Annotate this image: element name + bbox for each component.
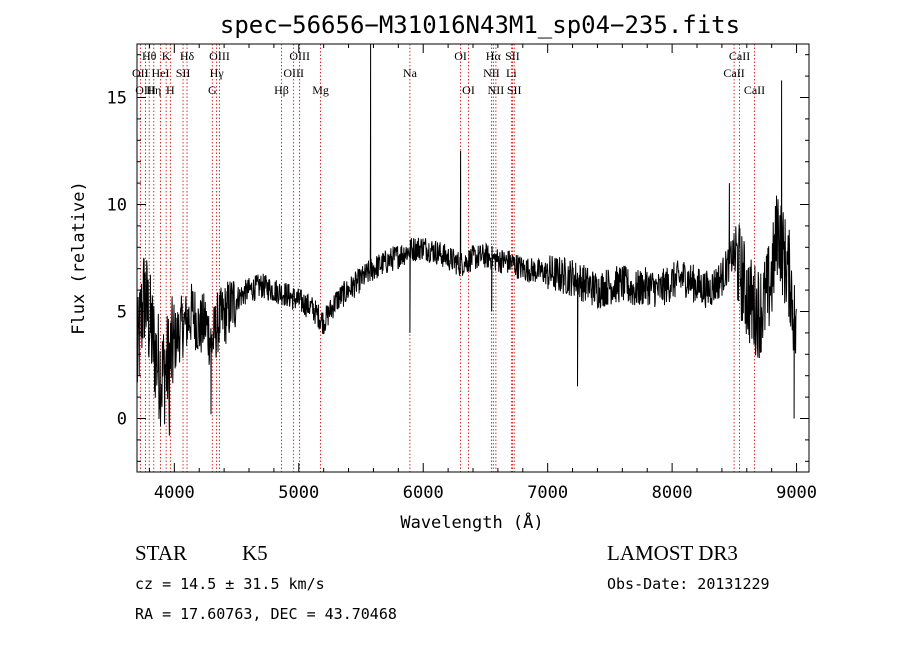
spectral-line-label: OIII [283,66,304,80]
spectral-line-label: CaII [723,66,744,80]
x-axis-label: Wavelength (Å) [400,511,543,533]
spectral-line-label: OI [462,83,475,97]
spectral-line-label: Hγ [210,66,225,80]
y-tick-label: 5 [117,303,127,323]
spectral-line-label: NII [488,83,505,97]
spectrum-line [136,43,797,436]
survey-name: LAMOST DR3 [607,541,738,565]
spectral-line-label: Hα [486,49,502,63]
spectral-line-label: Hθ [142,49,157,63]
spectral-line-label: Hη [146,83,161,97]
coordinates: RA = 17.60763, DEC = 43.70468 [135,605,397,623]
spectral-line-label: Li [506,66,517,80]
spectral-line-label: OIII [135,83,156,97]
redshift-info: cz = 14.5 ± 31.5 km/s [135,575,325,593]
spectral-line-label: CaII [729,49,750,63]
chart-title: spec−56656−M31016N43M1_sp04−235.fits [220,11,740,39]
spectral-line-label: SII [176,66,191,80]
spectral-line-label: Hδ [180,49,195,63]
spectral-line-label: K [162,49,171,63]
spectral-line-label: OIII [209,49,230,63]
object-class: STAR [135,541,187,565]
spectral-line-label: OI [454,49,467,63]
y-axis: 0 5 10 15 [107,54,809,462]
x-tick-label: 4000 [154,483,195,503]
spectral-line-label: SII [507,83,522,97]
spectral-line-label: Na [403,66,418,80]
spectral-line-label: Mg [312,83,329,97]
x-tick-label: 6000 [403,483,444,503]
spectral-line-label: SII [505,49,520,63]
x-axis: 4000 5000 6000 7000 8000 9000 [148,44,817,503]
object-subclass: K5 [242,541,268,565]
spectral-line-label: HeI [152,66,170,80]
y-axis-label: Flux (relative) [69,181,89,335]
plot-frame [136,43,810,473]
spectral-line-label: G [208,83,217,97]
x-tick-label: 7000 [527,483,568,503]
spectral-line-label: H [166,83,175,97]
spectral-line-label: OII [132,66,149,80]
y-tick-label: 0 [117,410,127,430]
spectral-line-label: CaII [744,83,765,97]
x-tick-label: 9000 [776,483,817,503]
spectral-line-label: Hβ [274,83,289,97]
observation-date: Obs-Date: 20131229 [607,575,770,593]
spectral-line-label: NII [483,66,500,80]
x-tick-label: 5000 [278,483,319,503]
spectral-line-label: OIII [289,49,310,63]
y-tick-label: 15 [107,89,127,109]
x-tick-label: 8000 [652,483,693,503]
y-tick-label: 10 [107,196,127,216]
